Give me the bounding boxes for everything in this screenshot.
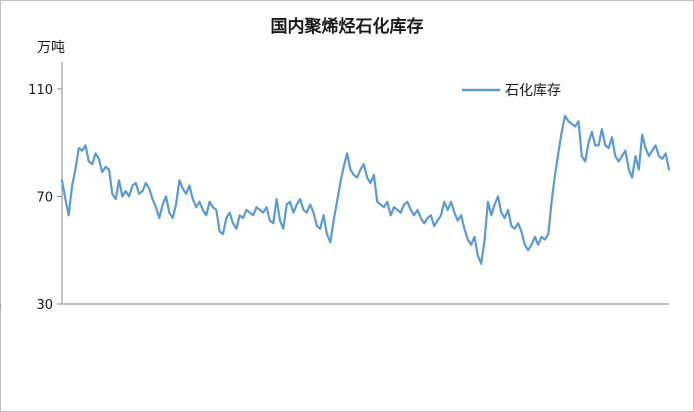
series-line — [60, 114, 671, 265]
y-tick-label: 110 — [28, 83, 53, 98]
y-tick-label: 70 — [36, 190, 53, 205]
y-tick-labels: 30 70 110 — [28, 83, 53, 313]
y-axis-unit-label: 万吨 — [37, 40, 65, 56]
series-layer — [60, 114, 671, 265]
y-tick-label: 30 — [36, 298, 53, 313]
chart-title: 国内聚烯烃石化库存 — [270, 17, 424, 37]
legend: 石化库存 — [462, 83, 561, 99]
legend-label: 石化库存 — [505, 83, 561, 99]
axes — [0, 62, 669, 309]
